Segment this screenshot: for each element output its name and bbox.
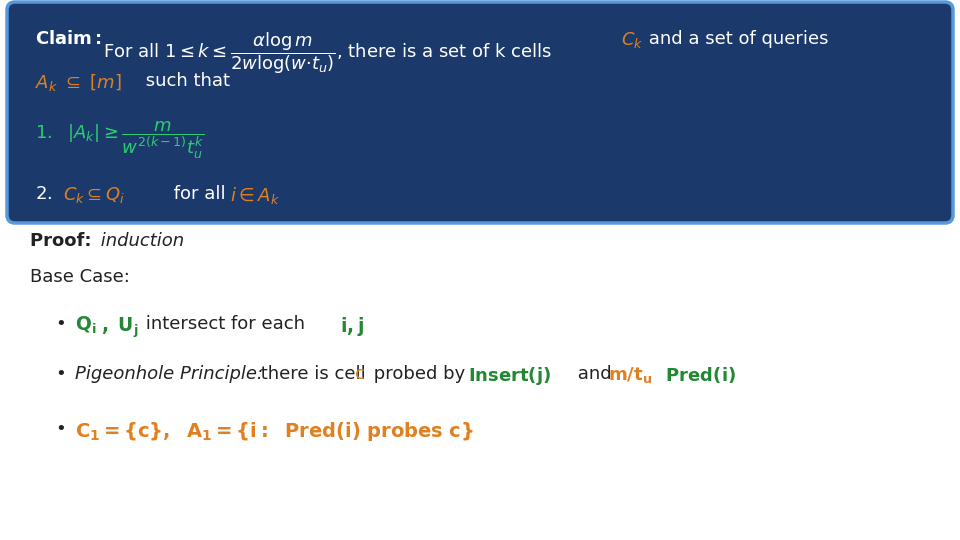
Text: $\mathbf{m/t_u}$: $\mathbf{m/t_u}$	[608, 365, 652, 385]
Text: $\mathbf{Claim:}$: $\mathbf{Claim:}$	[35, 30, 102, 48]
Text: $C_k$: $C_k$	[621, 30, 643, 50]
Text: for all: for all	[168, 185, 231, 203]
Text: $1.\ \ |A_k| \geq \dfrac{m}{w^{2(k-1)}t_u^{k}}$: $1.\ \ |A_k| \geq \dfrac{m}{w^{2(k-1)}t_…	[35, 120, 204, 161]
Text: For all $1 \leq k \leq \dfrac{\alpha\log m}{2w\log(w{\cdot}t_u)}$, there is a se: For all $1 \leq k \leq \dfrac{\alpha\log…	[103, 30, 553, 76]
Text: Proof:: Proof:	[30, 232, 98, 250]
Text: c: c	[355, 365, 365, 383]
Text: intersect for each: intersect for each	[140, 315, 311, 333]
Text: Pigeonhole Principle:: Pigeonhole Principle:	[75, 365, 263, 383]
Text: $i \in A_k$: $i \in A_k$	[230, 185, 279, 206]
Text: probed by: probed by	[368, 365, 471, 383]
Text: $C_k \subseteq Q_i$: $C_k \subseteq Q_i$	[63, 185, 125, 205]
Text: •: •	[55, 315, 65, 333]
Text: $\mathbf{C_1 = \{c\},\ \ A_1 = \{i{:}\ \ Pred(i)\ probes\ c\}}$: $\mathbf{C_1 = \{c\},\ \ A_1 = \{i{:}\ \…	[75, 420, 473, 443]
Text: $\mathbf{Insert(j)}$: $\mathbf{Insert(j)}$	[468, 365, 551, 387]
Text: $2.$: $2.$	[35, 185, 52, 203]
FancyBboxPatch shape	[7, 2, 953, 223]
Text: and: and	[572, 365, 617, 383]
Text: $\mathbf{Q_i}$: $\mathbf{Q_i}$	[75, 315, 97, 336]
Text: such that: such that	[140, 72, 230, 90]
Text: there is cell: there is cell	[255, 365, 372, 383]
Text: induction: induction	[95, 232, 184, 250]
Text: •: •	[55, 420, 65, 438]
Text: and a set of queries: and a set of queries	[643, 30, 828, 48]
Text: $\mathbf{Pred(i)}$: $\mathbf{Pred(i)}$	[660, 365, 736, 385]
Text: $A_k\ \subseteq\ [m]$: $A_k\ \subseteq\ [m]$	[35, 72, 122, 93]
Text: •: •	[55, 365, 65, 383]
Text: $\mathbf{,\ U_j}$: $\mathbf{,\ U_j}$	[101, 315, 138, 340]
Text: Base Case:: Base Case:	[30, 268, 130, 286]
Text: $\mathbf{i,j}$: $\mathbf{i,j}$	[340, 315, 364, 338]
